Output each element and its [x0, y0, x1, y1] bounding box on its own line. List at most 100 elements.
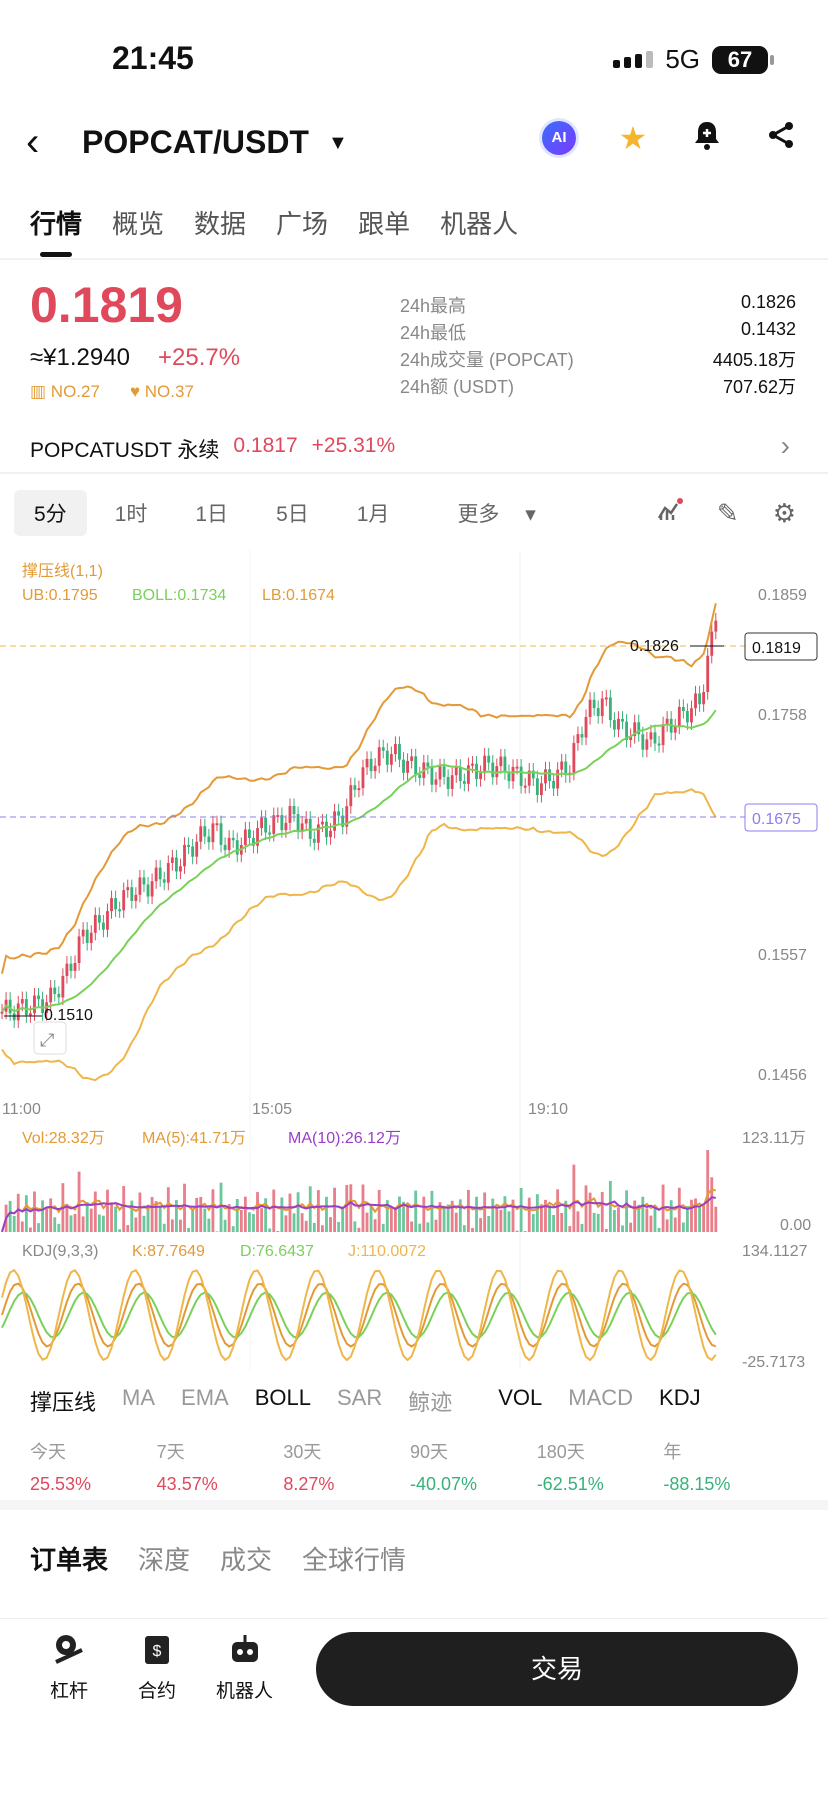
- candle: [710, 632, 713, 656]
- tab-orderbook[interactable]: 订单表: [30, 1540, 108, 1577]
- perp-row[interactable]: POPCATUSDT 永续 0.1817 +25.31%: [30, 434, 395, 464]
- tab-overview[interactable]: 概览: [112, 204, 164, 241]
- rank-item[interactable]: ▥ NO.27: [30, 382, 100, 402]
- volume-bar: [471, 1228, 474, 1232]
- candle: [207, 836, 210, 842]
- tf-5d[interactable]: 5日: [256, 490, 329, 536]
- bell-icon[interactable]: [690, 120, 724, 156]
- candle: [264, 818, 267, 833]
- volume-bar: [621, 1225, 624, 1232]
- chevron-right-icon[interactable]: ›: [781, 430, 790, 462]
- trade-button[interactable]: 交易: [316, 1632, 798, 1706]
- volume-bar: [495, 1207, 498, 1232]
- volume-bar: [126, 1225, 129, 1232]
- pair-title[interactable]: POPCAT/USDT: [82, 124, 309, 161]
- volume-bar: [649, 1216, 652, 1232]
- perf-label: 90天: [410, 1438, 537, 1464]
- tab-market[interactable]: 行情: [30, 204, 82, 241]
- ind-support[interactable]: 撑压线: [30, 1385, 96, 1417]
- status-time: 21:45: [112, 40, 194, 77]
- volume-bar: [211, 1189, 214, 1232]
- tab-underline: [40, 252, 72, 257]
- tab-depth[interactable]: 深度: [138, 1540, 190, 1577]
- candle: [524, 786, 527, 788]
- candle: [601, 699, 604, 717]
- candle: [536, 778, 539, 795]
- volume-bar: [21, 1222, 24, 1233]
- ind-ema[interactable]: EMA: [181, 1385, 229, 1417]
- back-icon[interactable]: ‹: [26, 120, 39, 165]
- ind-ma[interactable]: MA: [122, 1385, 155, 1417]
- perf-value: 43.57%: [157, 1474, 284, 1495]
- divider: [0, 1500, 828, 1510]
- contract-button[interactable]: $ 合约: [138, 1632, 176, 1703]
- signal-icon: [613, 51, 653, 68]
- volume-bar: [74, 1214, 77, 1232]
- candle: [337, 811, 340, 815]
- candle: [163, 879, 166, 882]
- candle: [390, 754, 393, 765]
- price-chart[interactable]: 撑压线(1,1) UB:0.1795 BOLL:0.1734 LB:0.1674…: [0, 550, 828, 1380]
- candle: [244, 829, 247, 845]
- volume-bar: [576, 1211, 579, 1232]
- volume-bar: [528, 1198, 531, 1232]
- candle: [325, 822, 328, 837]
- tab-data[interactable]: 数据: [194, 204, 246, 241]
- volume-bar: [345, 1185, 348, 1232]
- volume-bar: [191, 1209, 194, 1232]
- candle: [678, 707, 681, 726]
- volume-bar: [366, 1213, 369, 1232]
- tf-1mo[interactable]: 1月: [337, 490, 410, 536]
- tab-robot[interactable]: 机器人: [440, 204, 518, 241]
- volume-bar: [207, 1219, 210, 1232]
- expand-icon-glyph: ⤢: [40, 1030, 55, 1050]
- tf-more-label: 更多: [437, 495, 519, 534]
- ind-boll[interactable]: BOLL: [255, 1385, 311, 1417]
- gear-icon[interactable]: ⚙: [773, 498, 796, 529]
- volume-bar: [463, 1225, 466, 1232]
- vol-label: Vol:28.32万: [22, 1130, 105, 1147]
- tab-trades[interactable]: 成交: [220, 1540, 272, 1577]
- volume-bar: [483, 1192, 486, 1232]
- chart-tools: ✎ ⚙: [657, 498, 796, 529]
- leverage-button[interactable]: 杠杆: [50, 1632, 88, 1703]
- volume-bar: [426, 1222, 429, 1232]
- tf-1d[interactable]: 1日: [175, 490, 248, 536]
- indicator-icon[interactable]: [657, 498, 683, 529]
- divider: [0, 258, 828, 260]
- ind-macd[interactable]: MACD: [568, 1385, 633, 1417]
- ai-icon[interactable]: AI: [542, 121, 576, 155]
- volume-bar: [114, 1207, 117, 1232]
- ind-sar[interactable]: SAR: [337, 1385, 382, 1417]
- tf-more[interactable]: 更多 ▾: [417, 490, 555, 536]
- perf-value: 8.27%: [283, 1474, 410, 1495]
- chevron-down-icon[interactable]: ▼: [328, 132, 348, 155]
- ind-vol[interactable]: VOL: [498, 1385, 542, 1417]
- tab-copy[interactable]: 跟单: [358, 204, 410, 241]
- pen-icon[interactable]: ✎: [717, 498, 739, 529]
- stat-label: 24h成交量 (POPCAT): [400, 346, 574, 373]
- tab-square[interactable]: 广场: [276, 204, 328, 241]
- tf-1h[interactable]: 1时: [95, 490, 168, 536]
- ind-kdj[interactable]: KDJ: [659, 1385, 701, 1417]
- tab-global[interactable]: 全球行情: [302, 1540, 406, 1577]
- volume-bar: [163, 1224, 166, 1232]
- perp-name: POPCATUSDT 永续: [30, 434, 219, 464]
- candle: [349, 785, 352, 806]
- candle: [658, 744, 661, 746]
- share-icon[interactable]: [764, 120, 798, 156]
- candle: [552, 781, 555, 788]
- volume-bar: [187, 1228, 190, 1232]
- perf-value: -62.51%: [537, 1474, 664, 1495]
- stat-label: 24h额 (USDT): [400, 373, 514, 400]
- ind-whale[interactable]: 鲸迹: [408, 1385, 452, 1417]
- robot-label: 机器人: [216, 1681, 273, 1702]
- volume-bar: [678, 1188, 681, 1232]
- robot-button[interactable]: 机器人: [216, 1632, 273, 1703]
- tf-5m[interactable]: 5分: [14, 490, 87, 536]
- star-icon[interactable]: ★: [616, 121, 650, 155]
- rank-item[interactable]: ♥ NO.37: [130, 382, 194, 402]
- volume-bar: [710, 1177, 713, 1232]
- candle: [98, 915, 101, 923]
